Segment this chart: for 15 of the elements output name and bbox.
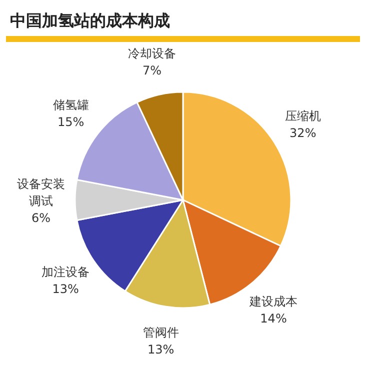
data-label: 6% (31, 211, 51, 225)
data-label: 13% (52, 282, 79, 296)
data-label: 15% (57, 114, 84, 129)
slice-label: 管阀件 (142, 325, 179, 340)
slice-label: 设备安装调试 (17, 177, 65, 208)
slice-label: 压缩机 (284, 108, 321, 123)
slice-label: 冷却设备 (128, 46, 176, 60)
slice-label: 储氢罐 (52, 98, 89, 112)
data-label: 7% (142, 63, 162, 78)
data-label: 32% (290, 126, 316, 140)
chart-title: 中国加氢站的成本构成 (10, 11, 170, 30)
data-label: 14% (260, 311, 287, 326)
slice-label: 建设成本 (248, 294, 298, 308)
slice-label: 加注设备 (42, 264, 90, 279)
data-label: 13% (147, 342, 174, 356)
